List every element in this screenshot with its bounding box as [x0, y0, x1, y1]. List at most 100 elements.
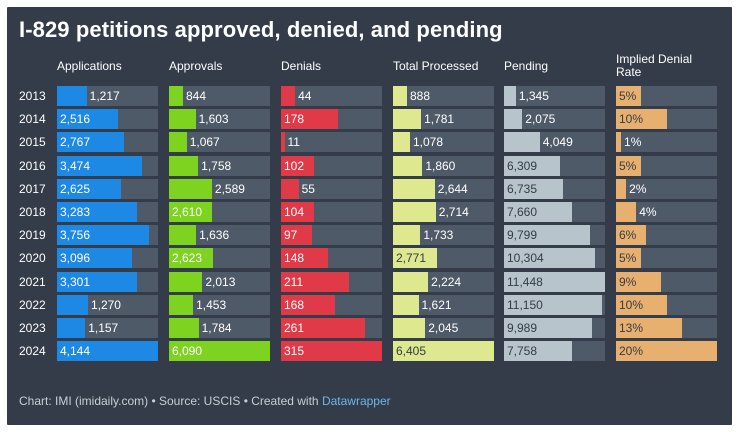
bar-track-implied-denial-rate: 10% [616, 294, 717, 315]
bar-track-pending: 9,989 [504, 318, 605, 338]
bar-pending [504, 86, 516, 106]
year-label: 2023 [19, 321, 46, 335]
value-label: 2,610 [172, 205, 203, 219]
value-label: 168 [284, 297, 305, 312]
value-label: 97 [284, 228, 298, 243]
bar-track-pending: 11,448 [504, 271, 605, 292]
bar-implied-denial-rate [616, 318, 682, 338]
bar-track-pending: 4,049 [504, 132, 605, 153]
bar-total-processed [393, 155, 423, 176]
bar-track-implied-denial-rate: 5% [616, 248, 717, 269]
bar-pending [504, 155, 560, 176]
bar-track-applications: 4,144 [57, 341, 158, 362]
value-label: 1,078 [412, 135, 444, 150]
bar-approvals [169, 132, 187, 153]
value-label: 2,075 [525, 112, 556, 127]
bar-approvals [169, 271, 203, 292]
value-label: 2,623 [172, 251, 203, 266]
bar-track-total-processed: 1,860 [393, 155, 494, 176]
value-label: 1,157 [88, 321, 119, 335]
bar-total-processed [393, 294, 419, 315]
bar-pending [504, 318, 593, 338]
value-label: 1,733 [423, 228, 454, 243]
bar-denials [281, 155, 314, 176]
bar-denials [281, 202, 315, 222]
bar-track-denials: 55 [281, 178, 382, 199]
bar-approvals [169, 109, 196, 130]
bar-track-implied-denial-rate: 4% [616, 202, 717, 222]
bar-denials [281, 318, 365, 338]
value-label: 261 [284, 321, 305, 335]
footer-credit: Chart: IMI (imidaily.com) • Source: USCI… [19, 394, 322, 408]
bar-applications [57, 318, 86, 338]
value-label: 3,756 [60, 228, 91, 243]
bar-pending [504, 178, 564, 199]
bar-denials [281, 132, 285, 153]
bar-track-approvals: 2,623 [169, 248, 270, 269]
bar-track-total-processed: 2,224 [393, 271, 494, 292]
value-label: 3,283 [60, 205, 91, 219]
bar-track-implied-denial-rate: 10% [616, 109, 717, 130]
bar-applications [57, 178, 121, 199]
bar-implied-denial-rate [616, 155, 642, 176]
bar-applications [57, 86, 87, 106]
value-label: 7,758 [507, 344, 538, 359]
bar-track-approvals: 2,589 [169, 178, 270, 199]
value-label: 104 [284, 205, 305, 219]
chart-footer: Chart: IMI (imidaily.com) • Source: USCI… [19, 394, 391, 408]
bar-total-processed [393, 225, 421, 246]
value-label: 3,096 [60, 251, 91, 266]
bar-track-applications: 2,625 [57, 178, 158, 199]
value-label: 844 [185, 89, 207, 103]
column-header-denials: Denials [281, 59, 322, 73]
year-label: 2018 [19, 205, 46, 219]
bar-denials [281, 341, 382, 362]
column-header-implied-denial-rate: Implied Denial Rate [616, 52, 693, 79]
bar-total-processed [393, 178, 435, 199]
bar-track-denials: 261 [281, 318, 382, 338]
value-label: 11,150 [507, 297, 543, 312]
value-label: 4,144 [60, 344, 91, 359]
bar-approvals [169, 202, 213, 222]
bar-track-applications: 3,283 [57, 202, 158, 222]
bar-track-denials: 44 [281, 86, 382, 106]
value-label: 2,644 [437, 181, 468, 196]
bar-applications [57, 225, 149, 246]
value-label: 1% [624, 135, 642, 150]
year-label: 2020 [19, 251, 46, 266]
bar-denials [281, 294, 335, 315]
bar-approvals [169, 318, 199, 338]
bar-track-approvals: 1,758 [169, 155, 270, 176]
datawrapper-link[interactable]: Datawrapper [321, 394, 391, 408]
bar-denials [281, 109, 339, 130]
value-label: 4,049 [542, 135, 573, 150]
bar-track-applications: 3,096 [57, 248, 158, 269]
bar-track-total-processed: 6,405 [393, 341, 494, 362]
bar-total-processed [393, 132, 410, 153]
value-label: 2,589 [214, 181, 245, 196]
bar-track-implied-denial-rate: 20% [616, 341, 717, 362]
bar-implied-denial-rate [616, 225, 647, 246]
year-label: 2015 [19, 135, 46, 150]
value-label: 1,453 [196, 297, 227, 312]
bar-applications [57, 132, 125, 153]
bar-total-processed [393, 86, 407, 106]
bar-track-implied-denial-rate: 6% [616, 225, 717, 246]
bar-track-implied-denial-rate: 13% [616, 318, 717, 338]
value-label: 9% [619, 274, 637, 289]
bar-track-approvals: 844 [169, 86, 270, 106]
value-label: 888 [410, 89, 431, 103]
value-label: 1,603 [198, 112, 229, 127]
value-label: 2,714 [438, 205, 469, 219]
value-label: 5% [619, 251, 637, 266]
value-label: 2,013 [205, 274, 236, 289]
bar-approvals [169, 178, 212, 199]
value-label: 5% [619, 89, 637, 103]
bar-track-applications: 2,516 [57, 109, 158, 130]
bar-track-total-processed: 888 [393, 86, 494, 106]
bar-track-pending: 6,735 [504, 178, 605, 199]
value-label: 211 [284, 274, 304, 289]
value-label: 13% [619, 321, 644, 335]
value-label: 1,217 [89, 89, 120, 103]
bar-approvals [169, 294, 194, 315]
